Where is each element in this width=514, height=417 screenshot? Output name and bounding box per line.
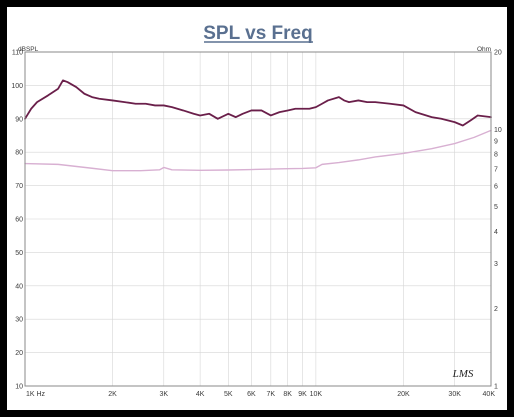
y2-tick-label: 8 bbox=[494, 152, 498, 159]
y-tick-label: 60 bbox=[15, 217, 23, 224]
y-tick-label: 10 bbox=[15, 384, 23, 391]
y-axis-left: 110 100 90 80 70 60 50 40 30 20 10 bbox=[11, 50, 23, 391]
x-tick-label: 10K bbox=[310, 391, 323, 398]
impedance-curve bbox=[24, 129, 492, 172]
x-tick-label: 9K bbox=[298, 391, 307, 398]
y2-tick-label: 5 bbox=[494, 204, 498, 211]
y-axis-right: 20 10 9 8 7 6 5 4 3 2 1 bbox=[494, 50, 502, 391]
x-tick-label: 3K bbox=[160, 391, 169, 398]
spl-curve bbox=[24, 79, 492, 127]
x-tick-label: 1K Hz bbox=[26, 391, 46, 398]
x-tick-label: 8K bbox=[283, 391, 292, 398]
y2-tick-label: 1 bbox=[494, 384, 498, 391]
y2-tick-label: 20 bbox=[494, 50, 502, 57]
y2-tick-label: 2 bbox=[494, 306, 498, 313]
y2-tick-label: 4 bbox=[494, 229, 498, 236]
y-tick-label: 100 bbox=[11, 83, 23, 90]
y-axis-unit-right: Ohm bbox=[477, 46, 491, 53]
plot-border bbox=[24, 51, 492, 387]
x-tick-label: 30K bbox=[448, 391, 461, 398]
y2-tick-label: 7 bbox=[494, 167, 498, 174]
chart-panel: SPL vs Freq dBSPL Ohm 110 100 90 80 70 60 50 40… bbox=[7, 7, 507, 410]
x-tick-label: 2K bbox=[108, 391, 117, 398]
grid bbox=[25, 52, 491, 386]
x-tick-label: 6K bbox=[247, 391, 256, 398]
y-tick-label: 40 bbox=[15, 283, 23, 290]
x-tick-label: 40K bbox=[483, 391, 496, 398]
series-group bbox=[24, 79, 492, 172]
lms-logo: LMS bbox=[452, 368, 474, 380]
y-tick-label: 80 bbox=[15, 150, 23, 157]
y2-tick-label: 3 bbox=[494, 261, 498, 268]
y-tick-label: 110 bbox=[12, 50, 23, 57]
spl-chart: SPL vs Freq dBSPL Ohm 110100908070605040… bbox=[11, 23, 502, 398]
y-axis-unit-left: dBSPL bbox=[18, 46, 39, 53]
x-tick-label: 20K bbox=[397, 391, 410, 398]
x-tick-label: 4K bbox=[196, 391, 205, 398]
y-tick-label: 70 bbox=[15, 183, 23, 190]
y-tick-label: 50 bbox=[15, 250, 23, 257]
y2-tick-label: 10 bbox=[494, 127, 502, 134]
chart-title: SPL vs Freq bbox=[203, 23, 312, 44]
y-tick-label: 20 bbox=[15, 350, 23, 357]
y2-tick-label: 9 bbox=[494, 139, 498, 146]
y-tick-label: 30 bbox=[15, 317, 23, 324]
y-tick-label: 90 bbox=[15, 116, 23, 123]
x-axis: 1K Hz 2K 3K 4K 5K 6K 7K 8K 9K 10K 20K 30K 40K bbox=[26, 391, 495, 398]
x-tick-label: 7K bbox=[267, 391, 276, 398]
y2-tick-label: 6 bbox=[494, 184, 498, 191]
x-tick-label: 5K bbox=[224, 391, 233, 398]
